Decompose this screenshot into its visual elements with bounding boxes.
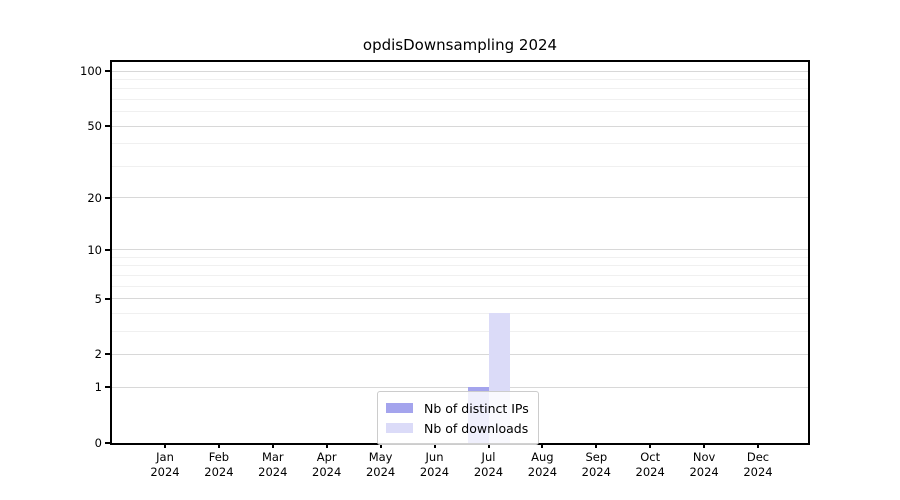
x-tick-label-line: Nov <box>692 450 716 464</box>
minor-gridline <box>112 111 808 113</box>
x-tick-label-line: Dec <box>746 450 770 464</box>
x-tick-label-line: Jul <box>481 450 496 464</box>
minor-gridline <box>112 165 808 167</box>
x-tick-label: Aug 2024 <box>514 450 570 480</box>
y-tick-label: 1 <box>94 380 102 395</box>
x-tick-mark <box>703 443 706 448</box>
x-tick-label: Dec 2024 <box>730 450 786 480</box>
y-tick-mark <box>105 353 111 356</box>
minor-gridline <box>112 274 808 276</box>
minor-gridline <box>112 256 808 258</box>
plot-area <box>112 62 808 443</box>
legend-swatch <box>386 403 413 413</box>
x-tick-mark <box>487 443 490 448</box>
y-tick-label: 100 <box>80 64 102 78</box>
x-tick-label: Jan 2024 <box>137 450 193 480</box>
legend-swatch <box>386 423 413 433</box>
x-tick-label-line: Jan <box>156 450 174 464</box>
y-tick-mark <box>105 297 111 300</box>
chart-title: opdisDownsampling 2024 <box>362 36 558 54</box>
x-tick-label-line: 2024 <box>743 465 773 479</box>
x-tick-label-line: May <box>368 450 393 464</box>
x-tick-mark <box>379 443 382 448</box>
y-tick-label: 20 <box>87 190 102 205</box>
legend-entry: Nb of downloads <box>386 418 529 438</box>
x-tick-label: Mar 2024 <box>245 450 301 480</box>
x-tick-label-line: 2024 <box>419 465 450 479</box>
x-tick-label: Nov 2024 <box>676 450 732 480</box>
x-tick-label-line: Sep <box>585 450 608 464</box>
major-gridline <box>112 125 808 127</box>
x-tick-label-line: 2024 <box>312 465 342 479</box>
y-tick-mark <box>105 442 111 444</box>
major-gridline <box>112 298 808 300</box>
x-tick-label-line: Mar <box>261 450 284 464</box>
y-tick-label: 5 <box>94 291 102 306</box>
x-tick-label-line: 2024 <box>527 465 558 479</box>
legend: Nb of distinct IPs Nb of downloads <box>377 391 539 445</box>
major-gridline <box>112 353 808 355</box>
x-tick-label: May 2024 <box>353 450 409 480</box>
x-tick-label-line: 2024 <box>150 465 180 479</box>
x-tick-mark <box>595 443 598 448</box>
legend-label: Nb of downloads <box>424 420 529 436</box>
y-tick-mark <box>105 386 111 389</box>
x-tick-label: Jul 2024 <box>461 450 517 480</box>
x-tick-mark <box>217 443 220 448</box>
x-tick-label-line: 2024 <box>365 465 396 479</box>
minor-gridline <box>112 78 808 80</box>
y-tick-mark <box>105 196 111 199</box>
minor-gridline <box>112 330 808 332</box>
x-tick-label-line: 2024 <box>473 465 504 479</box>
x-tick-label-line: Apr <box>316 450 337 464</box>
x-tick-mark <box>325 443 328 448</box>
x-tick-label: Oct 2024 <box>622 450 678 480</box>
major-gridline <box>112 70 808 72</box>
x-tick-label-line: Aug <box>531 450 554 464</box>
x-tick-label-line: 2024 <box>581 465 611 479</box>
x-tick-mark <box>433 443 436 448</box>
x-tick-label-line: 2024 <box>635 465 665 479</box>
x-tick-label-line: 2024 <box>258 465 288 479</box>
x-tick-label: Sep 2024 <box>568 450 624 480</box>
minor-gridline <box>112 265 808 267</box>
major-gridline <box>112 386 808 388</box>
x-tick-mark <box>541 443 544 448</box>
x-tick-label: Jun 2024 <box>407 450 463 480</box>
major-gridline <box>112 249 808 251</box>
x-tick-mark <box>164 443 166 448</box>
minor-gridline <box>112 312 808 314</box>
y-tick-label: 10 <box>87 242 102 257</box>
x-tick-mark <box>649 443 652 448</box>
minor-gridline <box>112 285 808 287</box>
legend-entry: Nb of distinct IPs <box>386 398 529 418</box>
x-tick-label: Apr 2024 <box>299 450 355 480</box>
y-tick-mark <box>105 248 111 251</box>
x-tick-label-line: Jun <box>425 450 444 464</box>
y-tick-label: 2 <box>94 347 102 362</box>
x-tick-mark <box>757 443 759 448</box>
x-tick-label-line: Oct <box>640 450 661 464</box>
y-tick-label: 50 <box>87 119 102 134</box>
major-gridline <box>112 197 808 199</box>
minor-gridline <box>112 143 808 145</box>
minor-gridline <box>112 98 808 100</box>
y-tick-mark <box>105 70 111 72</box>
y-tick-mark <box>105 125 111 128</box>
x-tick-label-line: 2024 <box>689 465 719 479</box>
legend-label: Nb of distinct IPs <box>424 400 529 416</box>
y-tick-label: 0 <box>94 436 102 450</box>
minor-gridline <box>112 88 808 90</box>
x-tick-mark <box>271 443 274 448</box>
x-tick-label-line: 2024 <box>204 465 234 479</box>
x-tick-label-line: Feb <box>208 450 230 464</box>
x-tick-label: Feb 2024 <box>191 450 247 480</box>
